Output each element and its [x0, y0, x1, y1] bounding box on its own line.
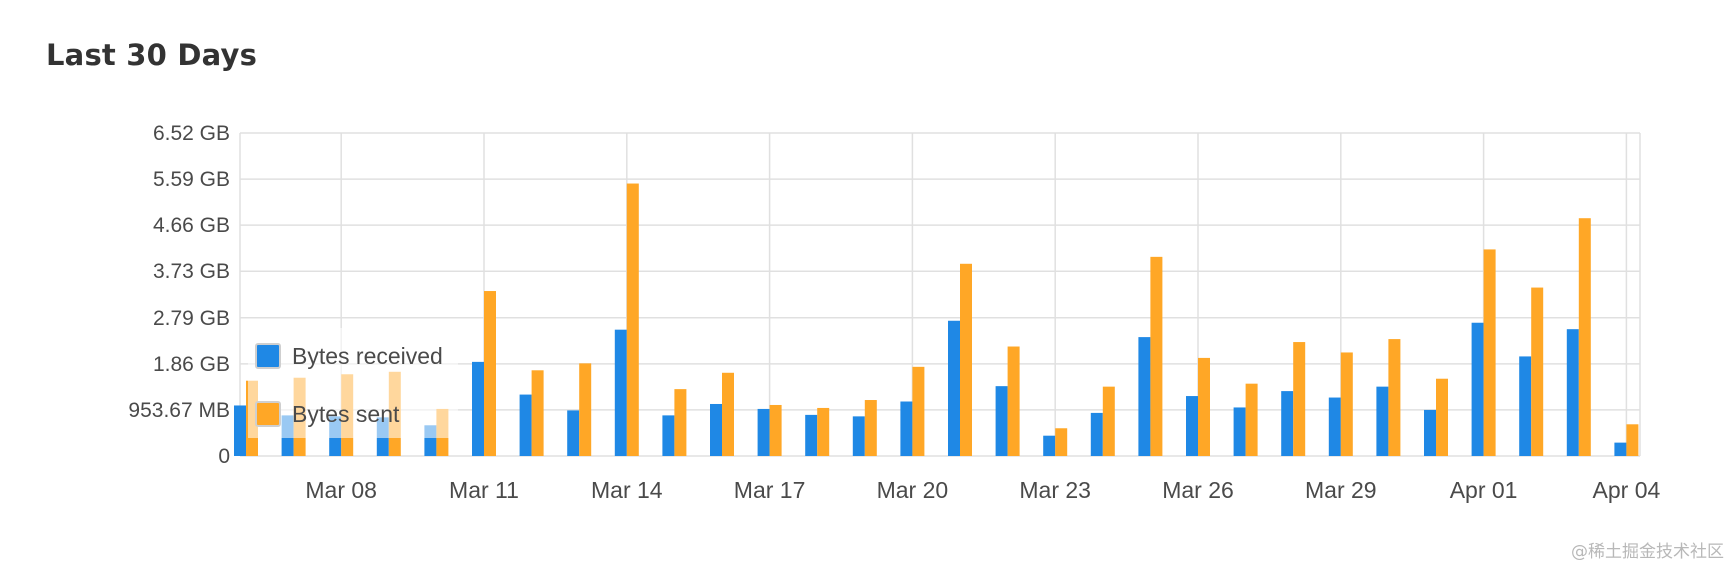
x-tick-label: Mar 17	[734, 477, 806, 503]
legend-backdrop	[248, 328, 458, 438]
bar-bytes-sent[interactable]	[1198, 357, 1210, 456]
x-tick-label: Mar 26	[1162, 477, 1234, 503]
bar-bytes-sent[interactable]	[722, 372, 734, 456]
bar-bytes-sent[interactable]	[912, 366, 925, 456]
legend-label-received: Bytes received	[292, 343, 443, 369]
legend-item-sent[interactable]: Bytes sent	[255, 401, 400, 427]
bar-bytes-sent[interactable]	[1483, 249, 1496, 456]
x-tick-label: Mar 08	[305, 477, 377, 503]
bar-bytes-sent[interactable]	[531, 370, 544, 456]
bar-bytes-sent[interactable]	[1293, 342, 1306, 456]
bar-bytes-received[interactable]	[1376, 386, 1389, 456]
bar-bytes-received[interactable]	[567, 410, 580, 456]
legend-swatch-received	[255, 343, 281, 369]
bar-bytes-sent[interactable]	[1578, 218, 1591, 456]
x-tick-label: Apr 01	[1450, 477, 1518, 503]
bar-bytes-received[interactable]	[1090, 412, 1103, 456]
bar-bytes-sent[interactable]	[1531, 287, 1544, 456]
bar-bytes-received[interactable]	[519, 394, 532, 456]
bar-bytes-sent[interactable]	[960, 263, 972, 456]
bar-bytes-sent[interactable]	[1007, 346, 1020, 456]
x-tick-label: Mar 11	[449, 477, 519, 503]
legend-label-sent: Bytes sent	[292, 401, 400, 427]
bar-bytes-sent[interactable]	[1340, 352, 1353, 456]
bar-bytes-received[interactable]	[900, 401, 913, 456]
bar-bytes-received[interactable]	[614, 329, 627, 456]
x-tick-label: Mar 14	[591, 477, 663, 503]
bar-bytes-received[interactable]	[1186, 396, 1198, 456]
y-axis-labels: 0 953.67 MB 1.86 GB 2.79 GB 3.73 GB 4.66 GB 5.…	[128, 122, 230, 468]
bar-bytes-received[interactable]	[710, 403, 722, 456]
bar-bytes-received[interactable]	[805, 414, 818, 456]
bar-bytes-sent[interactable]	[817, 407, 830, 456]
x-axis-labels: Mar 08 Mar 11 Mar 14 Mar 17 Mar 20 Mar 23 Mar …	[305, 477, 1660, 503]
bar-bytes-sent[interactable]	[1102, 386, 1115, 456]
bar-bytes-sent[interactable]	[1436, 378, 1448, 456]
bar-bytes-received[interactable]	[472, 361, 484, 456]
bar-bytes-received[interactable]	[995, 386, 1008, 456]
bar-bytes-received[interactable]	[948, 320, 960, 456]
bar-bytes-received[interactable]	[852, 416, 865, 456]
bar-bytes-received[interactable]	[1424, 409, 1436, 456]
watermark: @稀土掘金技术社区	[1571, 542, 1724, 562]
x-tick-label: Mar 20	[877, 477, 949, 503]
bar-bytes-received[interactable]	[1471, 322, 1484, 456]
bar-bytes-sent[interactable]	[1055, 428, 1068, 456]
y-tick-label: 5.59 GB	[153, 168, 230, 191]
y-tick-label: 1.86 GB	[153, 353, 230, 376]
bar-bytes-sent[interactable]	[626, 183, 639, 456]
bar-bytes-received[interactable]	[757, 408, 770, 456]
y-tick-label: 3.73 GB	[153, 260, 230, 283]
y-tick-label: 0	[218, 445, 230, 468]
x-tick-label: Mar 29	[1305, 477, 1377, 503]
bar-bytes-received[interactable]	[1519, 356, 1532, 456]
bar-bytes-sent[interactable]	[1388, 339, 1401, 456]
bar-bytes-received[interactable]	[1233, 407, 1246, 456]
bar-bytes-sent[interactable]	[769, 404, 782, 456]
x-tick-label: Apr 04	[1593, 477, 1661, 503]
bar-bytes-sent[interactable]	[579, 363, 592, 456]
legend-item-received[interactable]: Bytes received	[255, 343, 443, 369]
x-tick-label: Mar 23	[1019, 477, 1091, 503]
bar-bytes-received[interactable]	[1281, 391, 1294, 456]
bar-bytes-sent[interactable]	[1626, 424, 1639, 456]
y-tick-label: 953.67 MB	[128, 399, 230, 422]
bar-bytes-sent[interactable]	[674, 389, 687, 456]
chart-title: Last 30 Days	[46, 38, 258, 72]
bar-bytes-sent[interactable]	[1150, 256, 1163, 456]
bar-bytes-sent[interactable]	[484, 291, 496, 456]
bar-bytes-sent[interactable]	[1245, 383, 1258, 456]
bar-bytes-received[interactable]	[1043, 435, 1056, 456]
bar-bytes-received[interactable]	[1328, 397, 1341, 456]
legend-swatch-sent	[255, 401, 281, 427]
legend[interactable]: Bytes received Bytes sent	[248, 328, 458, 438]
bar-bytes-received[interactable]	[662, 415, 675, 456]
bar-bytes-sent[interactable]	[864, 400, 877, 456]
bar-bytes-received[interactable]	[1566, 329, 1579, 456]
bar-bytes-received[interactable]	[234, 405, 246, 456]
bar-bytes-received[interactable]	[1614, 442, 1627, 456]
y-tick-label: 6.52 GB	[153, 122, 230, 145]
bar-bytes-received[interactable]	[1138, 337, 1151, 456]
y-tick-label: 2.79 GB	[153, 307, 230, 330]
y-tick-label: 4.66 GB	[153, 214, 230, 237]
